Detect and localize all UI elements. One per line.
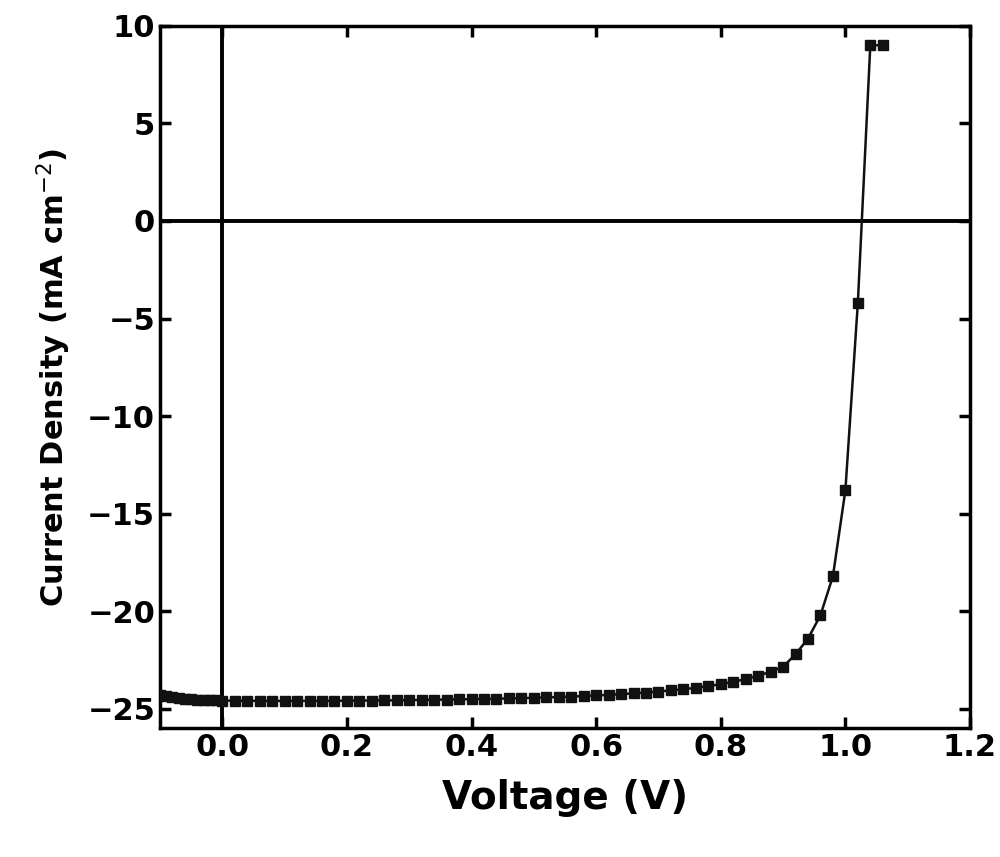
Y-axis label: Current Density (mA cm$^{-2}$): Current Density (mA cm$^{-2}$) [35,147,73,607]
X-axis label: Voltage (V): Voltage (V) [442,779,688,817]
